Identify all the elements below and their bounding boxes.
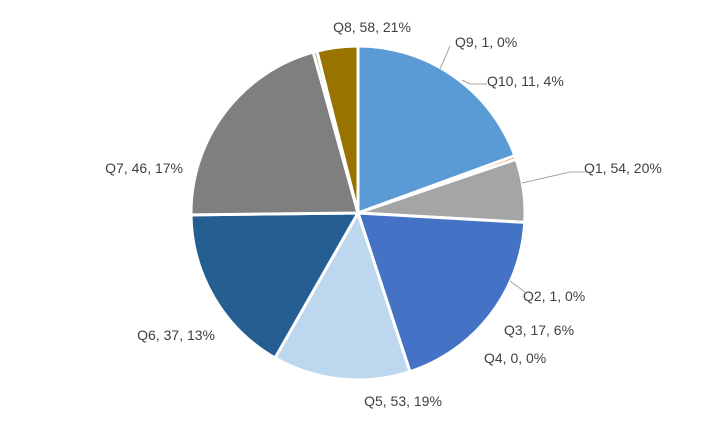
leader-line-q10 (461, 79, 487, 85)
data-label-q9: Q9, 1, 0% (455, 34, 517, 50)
pie-slice-q1 (356, 44, 517, 215)
leader-line-q9 (439, 45, 451, 70)
pie-slice-q5 (356, 211, 527, 374)
leader-line-q1 (521, 171, 585, 184)
data-labels: Q1, 54, 20% Q2, 1, 0% Q3, 17, 6% Q4, 0, 0% Q… (105, 19, 662, 409)
data-label-q3: Q3, 17, 6% (504, 322, 574, 338)
data-label-q5: Q5, 53, 19% (364, 393, 442, 409)
data-label-q10: Q10, 11, 4% (487, 73, 564, 89)
leader-line-q2 (509, 280, 526, 293)
pie-slices (189, 44, 527, 382)
pie-slice-q10 (315, 44, 360, 215)
pie-slice-q6 (273, 211, 412, 382)
pie-slice-q8 (189, 50, 360, 217)
data-label-q4: Q4, 0, 0% (484, 350, 546, 366)
data-label-q1: Q1, 54, 20% (584, 160, 662, 176)
leader-lines (439, 45, 585, 293)
pie-slice-q7 (189, 211, 360, 360)
data-label-q8: Q8, 58, 21% (333, 19, 411, 35)
data-label-q2: Q2, 1, 0% (523, 288, 585, 304)
data-label-q6: Q6, 37, 13% (137, 327, 215, 343)
data-label-q7: Q7, 46, 17% (105, 160, 183, 176)
